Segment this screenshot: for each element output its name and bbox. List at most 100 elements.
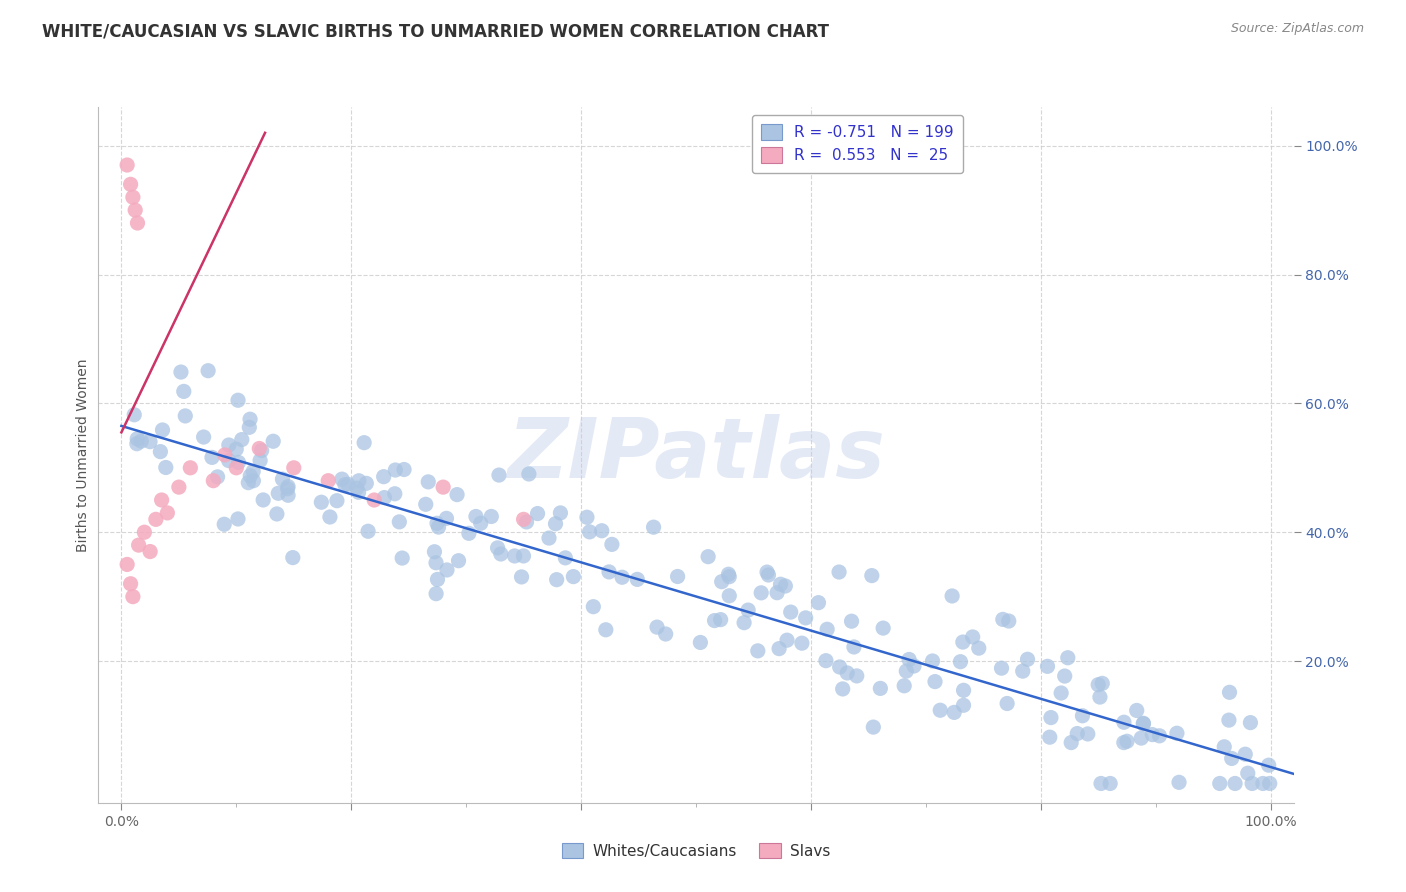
Point — [893, 679, 915, 693]
Point — [425, 556, 447, 570]
Point — [238, 475, 260, 490]
Point — [1050, 686, 1073, 700]
Point — [125, 436, 148, 450]
Point — [311, 495, 333, 509]
Point — [733, 615, 755, 630]
Point — [1053, 669, 1076, 683]
Point — [418, 475, 440, 489]
Point — [267, 486, 290, 500]
Point — [218, 438, 240, 452]
Point — [872, 621, 894, 635]
Point — [924, 674, 946, 689]
Point — [1116, 734, 1139, 748]
Point — [226, 393, 249, 408]
Point — [388, 515, 411, 529]
Point — [1234, 747, 1257, 762]
Point — [1036, 659, 1059, 673]
Point — [1017, 652, 1039, 666]
Point — [356, 476, 378, 491]
Point — [242, 464, 264, 478]
Point — [769, 577, 792, 591]
Point — [1149, 729, 1171, 743]
Point — [115, 558, 138, 572]
Point — [1011, 664, 1033, 678]
Point — [903, 659, 925, 673]
Point — [1209, 776, 1232, 790]
Point — [122, 408, 145, 422]
Point — [862, 720, 884, 734]
Point — [537, 531, 560, 545]
Point — [1125, 703, 1147, 717]
Point — [737, 603, 759, 617]
Point — [860, 568, 883, 582]
Point — [995, 697, 1018, 711]
Point — [842, 640, 865, 654]
Point — [156, 506, 179, 520]
Point — [952, 683, 974, 698]
Point — [447, 554, 470, 568]
Point — [703, 614, 725, 628]
Point — [207, 470, 229, 484]
Point — [779, 605, 801, 619]
Point — [384, 463, 406, 477]
Text: WHITE/CAUCASIAN VS SLAVIC BIRTHS TO UNMARRIED WOMEN CORRELATION CHART: WHITE/CAUCASIAN VS SLAVIC BIRTHS TO UNMA… — [42, 22, 830, 40]
Point — [898, 652, 921, 666]
Point — [122, 190, 145, 204]
Point — [415, 497, 437, 511]
Point — [775, 579, 797, 593]
Point — [127, 216, 149, 230]
Point — [249, 453, 271, 467]
Point — [896, 664, 918, 678]
Point — [1087, 678, 1109, 692]
Point — [363, 493, 385, 508]
Point — [794, 611, 817, 625]
Point — [1039, 710, 1062, 724]
Point — [554, 550, 576, 565]
Point — [266, 507, 288, 521]
Point — [869, 681, 891, 696]
Point — [488, 468, 510, 483]
Point — [316, 474, 339, 488]
Point — [152, 423, 174, 437]
Point — [828, 565, 851, 579]
Point — [776, 633, 799, 648]
Point — [127, 432, 149, 446]
Point — [120, 178, 142, 192]
Point — [941, 589, 963, 603]
Point — [139, 544, 162, 558]
Point — [1241, 776, 1264, 790]
Point — [218, 453, 240, 467]
Point — [747, 644, 769, 658]
Text: ZIPatlas: ZIPatlas — [508, 415, 884, 495]
Point — [228, 455, 250, 469]
Point — [645, 620, 668, 634]
Point — [1132, 716, 1154, 731]
Point — [790, 636, 813, 650]
Point — [426, 516, 449, 531]
Point — [1218, 713, 1240, 727]
Point — [1220, 751, 1243, 765]
Point — [134, 525, 156, 540]
Point — [277, 488, 299, 502]
Point — [1218, 685, 1240, 699]
Point — [626, 573, 648, 587]
Point — [179, 460, 201, 475]
Y-axis label: Births to Unmarried Women: Births to Unmarried Women — [76, 359, 90, 551]
Point — [1236, 766, 1258, 780]
Point — [283, 460, 305, 475]
Point — [170, 365, 193, 379]
Point — [831, 681, 853, 696]
Point — [319, 510, 342, 524]
Point — [578, 524, 600, 539]
Point — [252, 492, 274, 507]
Point — [150, 493, 173, 508]
Point — [689, 635, 711, 649]
Point — [1257, 758, 1279, 772]
Point — [193, 430, 215, 444]
Point — [357, 524, 380, 539]
Point — [1071, 708, 1094, 723]
Point — [353, 435, 375, 450]
Point — [1056, 650, 1078, 665]
Point — [457, 526, 479, 541]
Point — [346, 481, 368, 495]
